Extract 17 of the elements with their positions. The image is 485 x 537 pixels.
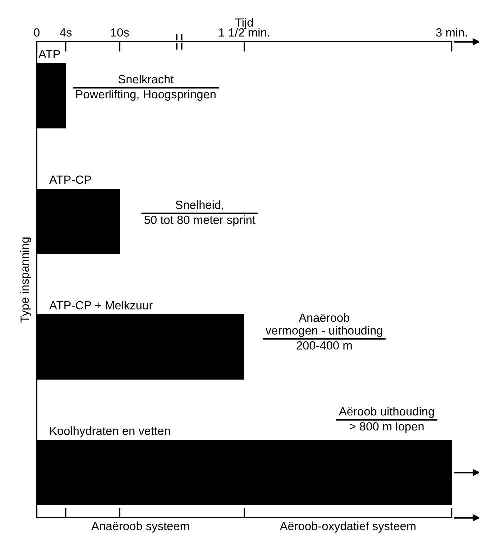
y-tick-label: ATP bbox=[38, 50, 60, 58]
annotation: Snelheid, 50 tot 80 meter sprint bbox=[144, 200, 256, 227]
text: Anaëroob systeem bbox=[92, 522, 190, 533]
x-axis-title: Tijd bbox=[235, 18, 254, 30]
annotation: 1 1/2 min. bbox=[219, 28, 270, 37]
annotation: 10s bbox=[111, 28, 130, 37]
y-axis-title: Type inspanning bbox=[20, 238, 32, 323]
annotation: Aëroob uithouding > 800 m lopen bbox=[339, 407, 434, 434]
y-tick-label: ATP-CP + Melkzuur bbox=[49, 301, 153, 310]
y-tick-label: Koolhydraten en vetten bbox=[50, 426, 170, 438]
annotation: Anaëroob vermogen - uithouding 200-400 m bbox=[266, 313, 382, 350]
y-tick-label: ATP-CP bbox=[49, 176, 92, 184]
annotation: 4s bbox=[60, 28, 72, 37]
annotation: 3 min. bbox=[436, 28, 467, 37]
text: 0 bbox=[34, 28, 40, 37]
text: Aëroob-oxydatief systeem bbox=[280, 522, 416, 533]
annotation: Snelkracht Powerlifting, Hoogspringen bbox=[76, 75, 216, 102]
